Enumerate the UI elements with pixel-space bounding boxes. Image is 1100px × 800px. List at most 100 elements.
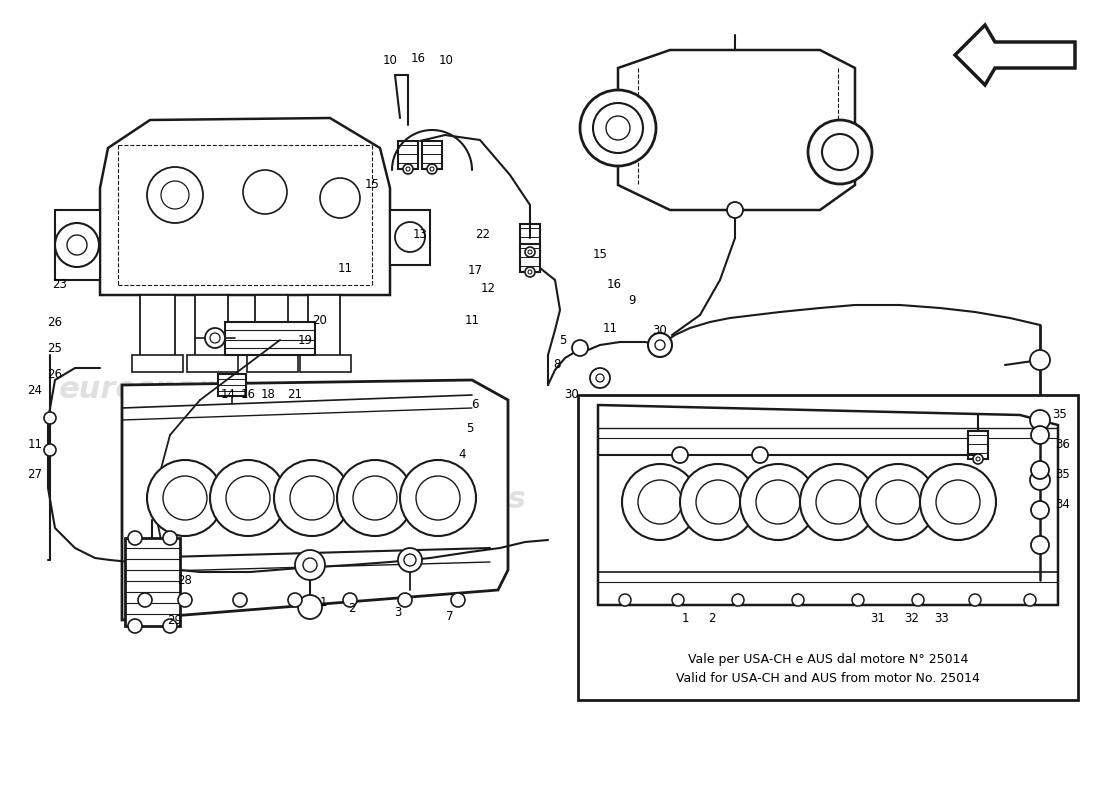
Polygon shape (390, 210, 430, 265)
Text: eurospares: eurospares (663, 475, 857, 505)
Text: 25: 25 (47, 342, 63, 354)
Text: 11: 11 (338, 262, 352, 274)
Circle shape (210, 460, 286, 536)
Text: 16: 16 (241, 389, 255, 402)
Circle shape (295, 550, 324, 580)
Circle shape (672, 594, 684, 606)
Circle shape (732, 594, 744, 606)
Text: 27: 27 (28, 469, 43, 482)
Circle shape (1024, 594, 1036, 606)
Polygon shape (618, 50, 855, 210)
Text: 35: 35 (1056, 469, 1070, 482)
Circle shape (226, 476, 270, 520)
Bar (520, 244, 540, 272)
Circle shape (298, 595, 322, 619)
Circle shape (147, 460, 223, 536)
Circle shape (976, 457, 980, 461)
Circle shape (808, 120, 872, 184)
Text: 19: 19 (297, 334, 312, 346)
Circle shape (969, 594, 981, 606)
Circle shape (274, 460, 350, 536)
Circle shape (451, 593, 465, 607)
Circle shape (654, 340, 666, 350)
Text: 15: 15 (364, 178, 380, 191)
Circle shape (1030, 350, 1050, 370)
Circle shape (343, 593, 358, 607)
Text: 2: 2 (349, 602, 355, 614)
Text: 17: 17 (468, 263, 483, 277)
Circle shape (290, 476, 334, 520)
Circle shape (619, 594, 631, 606)
Text: 5: 5 (466, 422, 474, 434)
Circle shape (572, 340, 588, 356)
Circle shape (756, 480, 800, 524)
Text: 34: 34 (1056, 498, 1070, 511)
Circle shape (337, 460, 412, 536)
Text: 26: 26 (47, 369, 63, 382)
Circle shape (243, 170, 287, 214)
Circle shape (210, 333, 220, 343)
Text: 9: 9 (628, 294, 636, 306)
Circle shape (67, 235, 87, 255)
Polygon shape (100, 118, 390, 295)
Text: 22: 22 (475, 229, 491, 242)
Text: 23: 23 (53, 278, 67, 291)
Circle shape (792, 594, 804, 606)
Bar (968, 431, 988, 459)
Circle shape (128, 531, 142, 545)
Circle shape (163, 619, 177, 633)
Text: 16: 16 (606, 278, 621, 291)
Text: 1: 1 (681, 611, 689, 625)
Text: eurospares: eurospares (333, 486, 527, 514)
Polygon shape (195, 295, 228, 360)
Bar (520, 224, 540, 252)
Circle shape (580, 90, 656, 166)
Text: 11: 11 (603, 322, 617, 334)
Polygon shape (248, 355, 298, 372)
Circle shape (1030, 410, 1050, 430)
Text: 30: 30 (564, 389, 580, 402)
Circle shape (1031, 461, 1049, 479)
Polygon shape (55, 210, 100, 280)
Text: 14: 14 (220, 389, 235, 402)
Circle shape (822, 134, 858, 170)
Text: 24: 24 (28, 383, 43, 397)
Text: eurospares: eurospares (58, 375, 252, 405)
Polygon shape (598, 405, 1058, 605)
Text: 12: 12 (481, 282, 495, 294)
Polygon shape (226, 322, 315, 355)
Circle shape (404, 554, 416, 566)
Circle shape (416, 476, 460, 520)
Bar (125, 538, 180, 626)
Circle shape (621, 464, 698, 540)
Circle shape (596, 374, 604, 382)
Circle shape (398, 548, 422, 572)
Text: 21: 21 (287, 389, 303, 402)
Polygon shape (122, 380, 508, 620)
Circle shape (672, 447, 688, 463)
Text: 16: 16 (410, 51, 426, 65)
Text: 10: 10 (439, 54, 453, 66)
Circle shape (852, 594, 864, 606)
Circle shape (696, 480, 740, 524)
Circle shape (936, 480, 980, 524)
Circle shape (233, 593, 248, 607)
Polygon shape (187, 355, 238, 372)
Text: 11: 11 (464, 314, 480, 326)
Text: 15: 15 (593, 249, 607, 262)
Circle shape (403, 164, 412, 174)
Text: 36: 36 (1056, 438, 1070, 451)
Circle shape (430, 167, 434, 171)
Circle shape (395, 222, 425, 252)
Text: Vale per USA-CH e AUS dal motore N° 25014: Vale per USA-CH e AUS dal motore N° 2501… (688, 654, 968, 666)
Text: 13: 13 (412, 229, 428, 242)
Circle shape (528, 250, 532, 254)
Text: 5: 5 (559, 334, 566, 346)
Bar (218, 374, 246, 396)
Circle shape (406, 167, 410, 171)
Circle shape (320, 178, 360, 218)
Circle shape (912, 594, 924, 606)
Text: 3: 3 (394, 606, 402, 618)
Circle shape (1031, 426, 1049, 444)
Text: 1: 1 (319, 597, 327, 610)
